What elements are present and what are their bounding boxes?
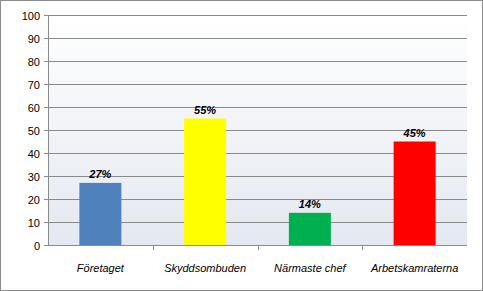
tick-label: 80 [28, 56, 40, 68]
tick-mark [44, 61, 48, 62]
tick-mark [44, 199, 48, 200]
x-axis [48, 245, 467, 246]
tick-label: 10 [28, 217, 40, 229]
data-label: 14% [299, 198, 321, 210]
tick-mark [44, 176, 48, 177]
category-tick [258, 245, 259, 250]
tick-mark [44, 107, 48, 108]
bars [79, 119, 435, 246]
bar [79, 183, 121, 245]
tick-label: 20 [28, 194, 40, 206]
category-label: Arbetskamraterna [370, 262, 458, 274]
tick-label: 0 [34, 240, 40, 252]
grid-line [48, 245, 467, 246]
bar [394, 142, 436, 246]
tick-label: 100 [22, 10, 40, 22]
tick-label: 40 [28, 148, 40, 160]
grid-line [48, 15, 467, 16]
tick-mark [44, 15, 48, 16]
tick-label: 50 [28, 125, 40, 137]
chart-border [1, 1, 483, 291]
grid-line [48, 61, 467, 62]
category-tick [362, 245, 363, 250]
data-label: 45% [403, 127, 426, 139]
bar [184, 119, 226, 246]
grid-line [48, 107, 467, 108]
tick-mark [44, 153, 48, 154]
page: {"chart_data": {"type": "bar", "categori… [0, 0, 483, 291]
category-tick [153, 245, 154, 250]
tick-label: 70 [28, 79, 40, 91]
data-label: 27% [88, 168, 111, 180]
bar [289, 213, 331, 245]
tick-mark [44, 38, 48, 39]
category-label: Närmaste chef [274, 262, 346, 274]
tick-mark [44, 245, 48, 246]
tick-mark [44, 130, 48, 131]
tick-label: 60 [28, 102, 40, 114]
chart-svg: 0 10 20 30 40 50 60 70 80 90 100 27% Företaget 55% Sky… [0, 0, 483, 291]
tick-label: 30 [28, 171, 40, 183]
plot-area [48, 15, 467, 245]
category-label: Företaget [77, 262, 125, 274]
tick-mark [44, 222, 48, 223]
y-axis [48, 15, 49, 245]
tick-mark [44, 84, 48, 85]
grid-line [48, 38, 467, 39]
category-label: Skyddsombuden [164, 262, 246, 274]
tick-label: 90 [28, 33, 40, 45]
data-label: 55% [194, 104, 216, 116]
grid-line [48, 84, 467, 85]
chart-container: 0 10 20 30 40 50 60 70 80 90 100 27% Företaget 55% Sky… [0, 0, 483, 291]
